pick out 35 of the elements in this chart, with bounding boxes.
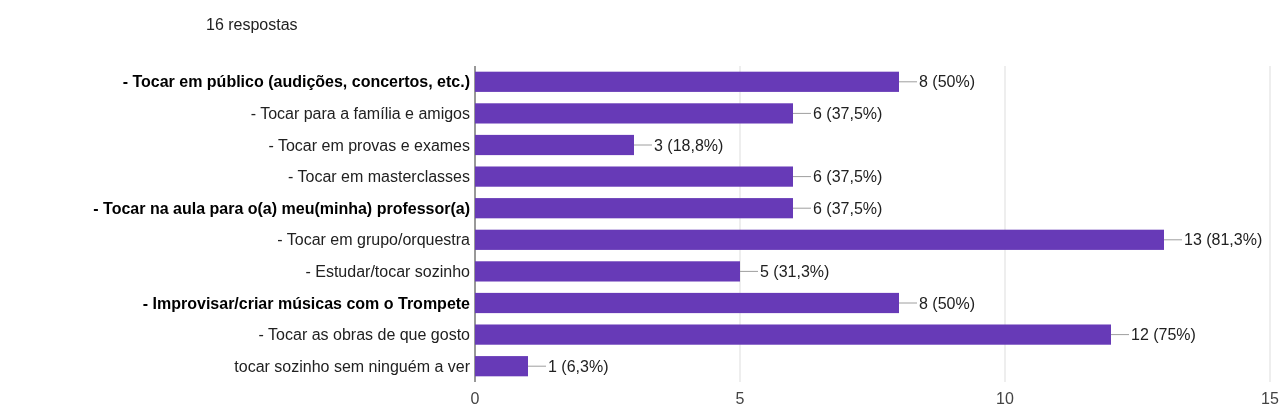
y-tick-label: - Improvisar/criar músicas com o Trompete (142, 294, 471, 312)
data-label: 12 (75%) (1131, 326, 1196, 344)
bar (475, 198, 793, 219)
bar (475, 166, 793, 187)
x-tick-label: 0 (470, 390, 480, 407)
bar (475, 71, 899, 92)
bar (475, 229, 1164, 250)
y-tick-label: - Tocar em provas e exames (268, 136, 470, 154)
data-label: 5 (31,3%) (760, 263, 830, 280)
y-tick-label: - Estudar/tocar sozinho (305, 263, 471, 280)
x-tick-label: 10 (996, 390, 1014, 407)
data-label: 6 (37,5%) (813, 199, 883, 217)
y-tick-label: - Tocar na aula para o(a) meu(minha) professor(a) (93, 199, 470, 217)
bar (475, 103, 793, 124)
y-tick-label: - Tocar em grupo/orquestra (277, 231, 471, 249)
data-label: 6 (37,5%) (813, 105, 883, 122)
data-label: 3 (18,8%) (654, 136, 724, 154)
data-label: 13 (81,3%) (1184, 231, 1263, 249)
x-tick-label: 15 (1261, 390, 1279, 407)
data-label: 6 (37,5%) (813, 168, 883, 186)
x-tick-label: 5 (735, 390, 745, 407)
data-label: 8 (50%) (919, 73, 976, 91)
bar (475, 292, 899, 314)
y-tick-label: - Tocar as obras de que gosto (258, 326, 471, 344)
bar (475, 134, 634, 156)
bar (475, 356, 528, 377)
y-tick-label: - Tocar em masterclasses (288, 168, 470, 186)
data-label: 8 (50%) (919, 294, 976, 312)
y-tick-label: - Tocar em público (audições, concertos, etc.) (122, 73, 470, 91)
text: 16 respostas (206, 15, 298, 33)
y-tick-label: - Tocar para a família e amigos (250, 105, 470, 122)
bar (475, 324, 1111, 345)
y-tick-label: tocar sozinho sem ninguém a ver (234, 357, 471, 375)
bar (475, 261, 740, 282)
data-label: 1 (6,3%) (548, 357, 609, 375)
